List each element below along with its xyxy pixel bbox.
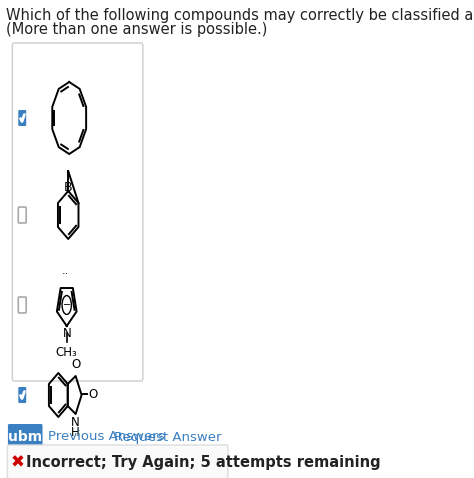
- FancyBboxPatch shape: [18, 110, 26, 126]
- FancyBboxPatch shape: [12, 43, 143, 381]
- FancyBboxPatch shape: [8, 424, 43, 450]
- Text: O: O: [72, 358, 81, 371]
- Text: ··: ··: [62, 269, 69, 279]
- Text: Incorrect; Try Again; 5 attempts remaining: Incorrect; Try Again; 5 attempts remaini…: [26, 456, 380, 470]
- Text: Previous Answers: Previous Answers: [48, 431, 165, 444]
- Text: N: N: [71, 416, 80, 429]
- Text: Request Answer: Request Answer: [114, 431, 221, 444]
- FancyBboxPatch shape: [18, 297, 26, 313]
- FancyBboxPatch shape: [18, 207, 26, 223]
- Text: ✖: ✖: [11, 454, 25, 472]
- Text: O: O: [89, 388, 98, 401]
- Text: (More than one answer is possible.): (More than one answer is possible.): [6, 22, 267, 37]
- Text: B: B: [64, 181, 73, 194]
- FancyBboxPatch shape: [18, 387, 26, 403]
- Text: −: −: [63, 300, 71, 310]
- Text: H: H: [71, 426, 80, 439]
- Text: Which of the following compounds may correctly be classified as being aromatic?: Which of the following compounds may cor…: [6, 8, 474, 23]
- Text: N: N: [63, 327, 72, 340]
- Text: CH₃: CH₃: [56, 346, 78, 359]
- Text: Submit: Submit: [0, 430, 53, 444]
- FancyBboxPatch shape: [8, 445, 228, 478]
